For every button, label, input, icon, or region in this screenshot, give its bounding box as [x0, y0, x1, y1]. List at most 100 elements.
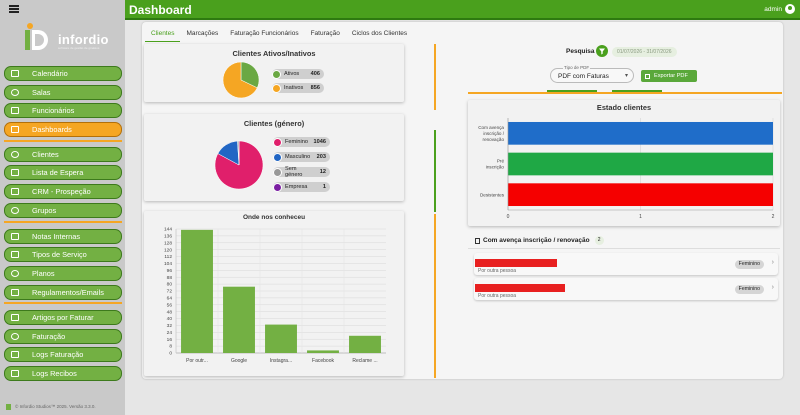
account-icon[interactable]: [785, 4, 795, 14]
bar: [223, 286, 255, 353]
x-tick-label: Facebook: [312, 358, 334, 364]
bar: [307, 350, 339, 353]
tab-faturacao[interactable]: Faturação: [310, 30, 340, 37]
sidebar-item-planos[interactable]: Planos: [4, 266, 122, 281]
filter-button[interactable]: [596, 45, 608, 57]
bar: [181, 229, 213, 353]
legend-value: 1046: [313, 139, 326, 145]
export-pdf-label: Exportar PDF: [654, 73, 688, 79]
state-card: Estado clientes 0 1 2 Com avença inscrição /…: [468, 100, 780, 226]
sidebar-item-grupos[interactable]: Grupos: [4, 203, 122, 218]
bar: [508, 121, 773, 145]
sidebar-item-label: Logs Faturação: [32, 350, 84, 359]
date-to: 31/07/2026: [646, 49, 672, 55]
y-tick-label: 96: [167, 268, 173, 274]
sidebar-item-label: Dashboards: [32, 125, 72, 134]
status-pie-chart: [222, 61, 260, 99]
y-tick-label: 136: [164, 233, 172, 239]
gender-card-title: Clientes (género): [243, 119, 305, 128]
brand-tagline: software de gestão de ginásios: [58, 46, 100, 50]
chevron-down-icon: ▾: [624, 73, 628, 79]
tab-clientes[interactable]: Clientes: [145, 26, 181, 42]
sidebar-item-salas[interactable]: Salas: [4, 85, 122, 100]
sidebar-item-tipos-de-servi-o[interactable]: Tipos de Serviço: [4, 247, 122, 262]
bar: [508, 152, 773, 176]
y-tick-label: 80: [167, 282, 173, 288]
export-pdf-button[interactable]: Exportar PDF: [641, 70, 697, 82]
sidebar-item-funcion-rios[interactable]: Funcionários: [4, 103, 122, 118]
pdf-type-label: Tipo de PDF: [563, 65, 591, 70]
date-from: 01/07/2026: [617, 49, 643, 55]
legend-dot: [272, 83, 281, 93]
y-tick-label: 40: [167, 316, 173, 322]
sidebar-item-label: CRM - Prospeção: [32, 187, 91, 196]
bar: [508, 183, 773, 207]
list-item-subtitle: Por outra pessoa: [478, 293, 517, 299]
user-name[interactable]: admin: [764, 6, 782, 13]
sidebar-item-logs-recibos[interactable]: Logs Recibos: [4, 366, 122, 381]
sidebar-item-lista-de-espera[interactable]: Lista de Espera: [4, 165, 122, 180]
y-tick-label: Desistentes: [480, 192, 505, 197]
source-bar-chart: 0816243240485664728088961041121201281361…: [164, 227, 386, 364]
y-tick-label: 104: [164, 261, 172, 267]
sidebar-item-dashboards[interactable]: Dashboards: [4, 122, 122, 137]
waitlist-icon: [11, 169, 19, 176]
page-title: Dashboard: [129, 3, 192, 17]
sidebar-item-clientes[interactable]: Clientes: [4, 147, 122, 162]
sidebar-divider: [4, 140, 122, 142]
list-count-badge: 2: [594, 236, 604, 245]
tab-faturacao-funcionarios[interactable]: Faturação Funcionários: [230, 30, 299, 37]
sidebar-item-label: Clientes: [32, 150, 59, 159]
sidebar-item-label: Planos: [32, 269, 55, 278]
list-section-header: Com avença inscrição / renovação 2: [475, 236, 604, 245]
notes-icon: [11, 233, 19, 240]
sidebar-item-artigos-por-faturar[interactable]: Artigos por Faturar: [4, 310, 122, 325]
section-divider: [434, 44, 436, 110]
gender-legend-empresa: Empresa 1: [273, 182, 330, 192]
sidebar-item-crm-prospe-o[interactable]: CRM - Prospeção: [4, 184, 122, 199]
sidebar-item-calend-rio[interactable]: Calendário: [4, 66, 122, 81]
sidebar-item-fatura-o[interactable]: Faturação: [4, 329, 122, 344]
groups-icon: [11, 207, 19, 214]
y-tick-label: 56: [167, 302, 173, 308]
pie-slice-inativos: [222, 61, 258, 99]
tab-marcacoes[interactable]: Marcações: [186, 30, 219, 37]
tab-bar: Clientes Marcações Faturação Funcionário…: [142, 26, 413, 42]
section-divider: [468, 92, 782, 94]
pdf-type-select[interactable]: Tipo de PDF PDF com Faturas ▾: [550, 65, 634, 83]
brand-logo: infordio software de gestão de ginásios: [22, 22, 108, 54]
y-tick-label: 24: [167, 330, 173, 336]
date-range-field[interactable]: 01/07/2026 - 31/07/2026: [612, 47, 677, 57]
y-tick-label: Com avença inscrição / renovação: [478, 125, 505, 142]
sidebar-item-regulamentos-emails[interactable]: Regulamentos/Emails: [4, 285, 122, 300]
tab-ciclos-clientes[interactable]: Ciclos dos Clientes: [351, 30, 408, 37]
dashboard-panel: Clientes Marcações Faturação Funcionário…: [142, 22, 783, 379]
y-tick-label: 16: [167, 337, 173, 343]
billing-icon: [11, 333, 19, 340]
staff-icon: [11, 107, 19, 114]
section-divider: [468, 248, 780, 249]
source-card: Onde nos conheceu 0 8 16 24 32 40 48 56 64 72 80 88…: [144, 211, 404, 376]
sidebar-divider: [4, 221, 122, 223]
document-icon: [475, 237, 480, 244]
redacted-name: [475, 259, 557, 267]
hamburger-menu-icon[interactable]: [9, 5, 19, 13]
sidebar-item-label: Tipos de Serviço: [32, 250, 87, 259]
y-tick-label: 88: [167, 275, 173, 281]
top-bar: Dashboard admin: [125, 0, 800, 20]
source-card-title: Onde nos conheceu: [242, 214, 306, 221]
sidebar-item-label: Logs Recibos: [32, 369, 77, 378]
sidebar-item-label: Notas Internas: [32, 232, 81, 241]
list-item[interactable]: Por outra pessoa Feminino ›: [474, 253, 778, 275]
gender-badge: Feminino: [734, 285, 764, 294]
legend-value: 1: [322, 184, 326, 190]
section-divider: [434, 214, 436, 378]
sidebar-item-notas-internas[interactable]: Notas Internas: [4, 229, 122, 244]
list-item[interactable]: Por outra pessoa Feminino ›: [474, 278, 778, 300]
sidebar-item-label: Grupos: [32, 206, 57, 215]
sidebar-item-logs-fatura-o[interactable]: Logs Faturação: [4, 347, 122, 362]
legend-label: Sem género: [285, 166, 303, 178]
y-tick-label: Pré inscrição: [486, 159, 505, 170]
brand-logo-mark: [25, 23, 48, 50]
